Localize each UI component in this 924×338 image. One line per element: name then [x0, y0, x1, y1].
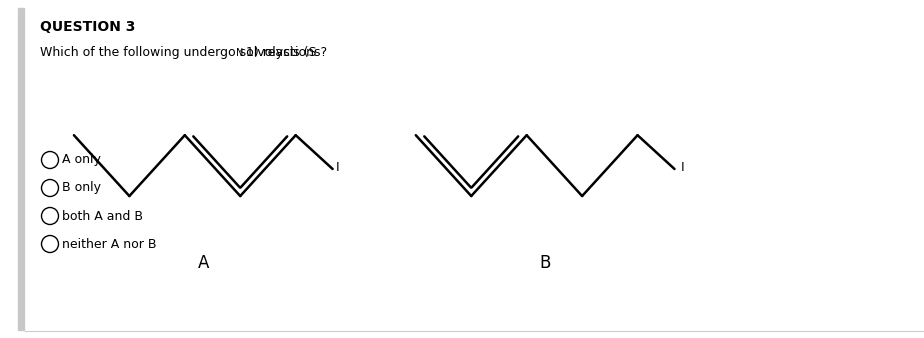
Text: I: I	[681, 161, 685, 174]
Bar	[18, 8, 24, 330]
Text: B: B	[540, 254, 551, 271]
Text: neither A nor B: neither A nor B	[62, 238, 156, 250]
Text: both A and B: both A and B	[62, 210, 143, 222]
Text: 1) reactions?: 1) reactions?	[247, 46, 327, 59]
Text: A: A	[198, 254, 209, 271]
Text: Which of the following undergo solvolysis (S: Which of the following undergo solvolysi…	[40, 46, 317, 59]
Text: QUESTION 3: QUESTION 3	[40, 20, 136, 34]
Text: A only: A only	[62, 153, 101, 167]
Text: I: I	[335, 161, 339, 174]
Text: N: N	[237, 48, 244, 58]
Text: B only: B only	[62, 182, 101, 194]
